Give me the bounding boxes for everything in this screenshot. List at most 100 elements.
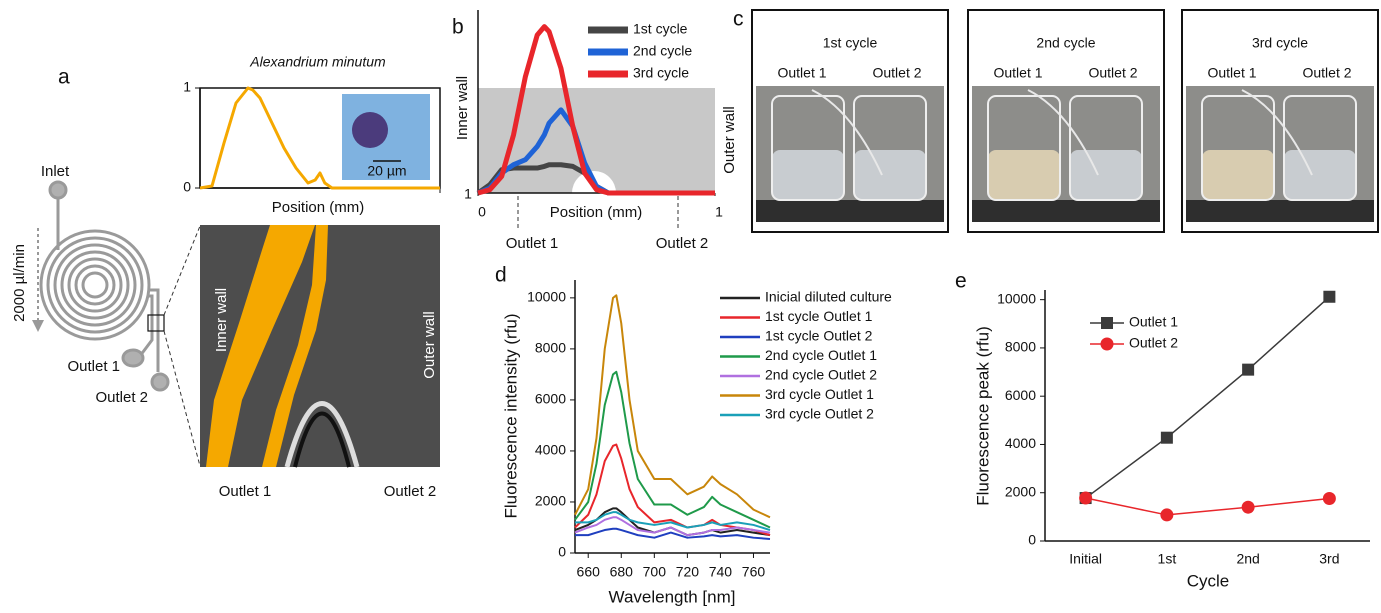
bench bbox=[1186, 200, 1374, 222]
series-line bbox=[477, 24, 715, 196]
outlet-label: Outlet 2 bbox=[656, 235, 709, 252]
x-axis-label: Position (mm) bbox=[550, 204, 643, 221]
legend-marker bbox=[1100, 337, 1114, 351]
channel-edge bbox=[293, 411, 351, 468]
tubing bbox=[1241, 89, 1313, 176]
beaker bbox=[853, 95, 927, 201]
beaker bbox=[1201, 95, 1275, 201]
series-line bbox=[1085, 497, 1330, 516]
photo-title: 1st cycle bbox=[823, 35, 878, 51]
y-tick-label: 0 bbox=[558, 544, 566, 560]
marker bbox=[1322, 492, 1336, 506]
y-tick-label: 2000 bbox=[535, 493, 566, 509]
liquid bbox=[772, 150, 844, 200]
beaker bbox=[987, 95, 1061, 201]
x-tick-label: 720 bbox=[676, 564, 700, 580]
outlet-label: Outlet 2 bbox=[872, 65, 921, 81]
inlet-label: Inlet bbox=[41, 163, 70, 180]
beaker bbox=[1069, 95, 1143, 201]
y-axis-label: Fluorescence peak (rfu) bbox=[973, 326, 992, 506]
panel-label: c bbox=[733, 8, 744, 31]
x-tick-label: 700 bbox=[643, 564, 667, 580]
liquid bbox=[1070, 150, 1142, 200]
x-tick-label: 1st bbox=[1158, 551, 1177, 567]
y-tick-label: 8000 bbox=[1005, 339, 1036, 355]
cell-band bbox=[262, 225, 328, 467]
y-tick-label: 6000 bbox=[1005, 387, 1036, 403]
outlet-label: Outlet 2 bbox=[1088, 65, 1137, 81]
scale-bar-label: 20 µm bbox=[367, 163, 406, 179]
beaker bbox=[1283, 95, 1357, 201]
bench bbox=[972, 200, 1160, 222]
series-line bbox=[575, 511, 771, 531]
tubing bbox=[811, 89, 883, 176]
legend-label: 2nd cycle Outlet 2 bbox=[765, 367, 877, 383]
x-tick-label: 0 bbox=[478, 204, 486, 220]
legend-label: 2nd cycle Outlet 1 bbox=[765, 347, 877, 363]
outlet-label: Outlet 2 bbox=[95, 389, 148, 406]
legend-label: Inicial diluted culture bbox=[765, 289, 892, 305]
y-tick-label: 4000 bbox=[1005, 435, 1036, 451]
channel-edge bbox=[284, 401, 360, 468]
x-axis-label: Wavelength [nm] bbox=[609, 587, 736, 606]
y-tick-label: 4000 bbox=[535, 442, 566, 458]
y-tick-label: 8000 bbox=[535, 340, 566, 356]
x-tick-label: 760 bbox=[742, 564, 766, 580]
y-tick-label: 2000 bbox=[1005, 483, 1036, 499]
flow-arrow-head bbox=[32, 320, 44, 332]
cell-band bbox=[206, 225, 315, 467]
outlet-label: Outlet 2 bbox=[1302, 65, 1351, 81]
x-tick-label: 1 bbox=[715, 204, 723, 220]
beaker bbox=[771, 95, 845, 201]
photo-title: 3rd cycle bbox=[1252, 35, 1308, 51]
series-line bbox=[574, 294, 771, 519]
legend-label: Outlet 2 bbox=[1129, 335, 1178, 351]
legend-label: 1st cycle Outlet 2 bbox=[765, 328, 873, 344]
legend-label: 1st cycle bbox=[633, 21, 688, 37]
x-axis-label: Position (mm) bbox=[272, 199, 365, 216]
wall-label: Inner wall bbox=[454, 76, 471, 140]
tubing bbox=[1027, 89, 1099, 176]
image-label: Outlet 1 bbox=[219, 483, 272, 500]
flow-rate: 2000 µl/min bbox=[11, 244, 28, 322]
x-tick-label: 680 bbox=[610, 564, 634, 580]
x-tick-label: 740 bbox=[709, 564, 733, 580]
marker bbox=[1241, 500, 1255, 514]
liquid bbox=[1202, 150, 1274, 200]
image-label: Inner wall bbox=[213, 288, 230, 352]
legend-label: 3rd cycle Outlet 2 bbox=[765, 406, 874, 422]
x-tick-label: Initial bbox=[1069, 551, 1102, 567]
zoom-line bbox=[163, 225, 201, 316]
marker bbox=[1323, 290, 1336, 303]
y-tick-label: 10000 bbox=[997, 290, 1036, 306]
image-label: Outer wall bbox=[421, 311, 438, 379]
series-line bbox=[199, 86, 440, 190]
y-tick-label: 0 bbox=[183, 179, 191, 195]
spiral-device bbox=[39, 180, 170, 392]
outlet-label: Outlet 1 bbox=[506, 235, 559, 252]
legend-label: Outlet 1 bbox=[1129, 314, 1178, 330]
y-tick-label: 6000 bbox=[535, 391, 566, 407]
panel-label: a bbox=[58, 66, 70, 89]
x-tick-label: 2nd bbox=[1236, 551, 1259, 567]
photo-title: 2nd cycle bbox=[1036, 35, 1095, 51]
cell bbox=[352, 112, 388, 148]
liquid bbox=[988, 150, 1060, 200]
panel-label: b bbox=[452, 16, 464, 39]
series-line bbox=[574, 443, 771, 537]
panel-label: e bbox=[955, 270, 967, 293]
zoom-box bbox=[147, 314, 165, 332]
y-tick-label: 0 bbox=[1028, 532, 1036, 548]
legend-label: 3rd cycle bbox=[633, 65, 689, 81]
outlet-label: Outlet 1 bbox=[777, 65, 826, 81]
outlet-label: Outlet 1 bbox=[1207, 65, 1256, 81]
x-tick-label: 1 bbox=[464, 186, 472, 202]
legend-label: 1st cycle Outlet 1 bbox=[765, 308, 873, 324]
legend-marker bbox=[1101, 317, 1113, 329]
legend-label: 2nd cycle bbox=[633, 43, 692, 59]
series-line bbox=[1085, 296, 1330, 499]
panel-label: d bbox=[495, 264, 507, 287]
series-line bbox=[574, 370, 771, 529]
image-label: Outlet 2 bbox=[384, 483, 437, 500]
